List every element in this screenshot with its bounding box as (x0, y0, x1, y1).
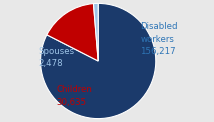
Text: Children
30,635: Children 30,635 (56, 86, 92, 107)
Wedge shape (94, 3, 98, 61)
Wedge shape (47, 4, 98, 61)
Text: Disabled
workers
156,217: Disabled workers 156,217 (140, 22, 178, 56)
Text: Spouses
2,478: Spouses 2,478 (39, 47, 75, 68)
Wedge shape (41, 3, 156, 119)
